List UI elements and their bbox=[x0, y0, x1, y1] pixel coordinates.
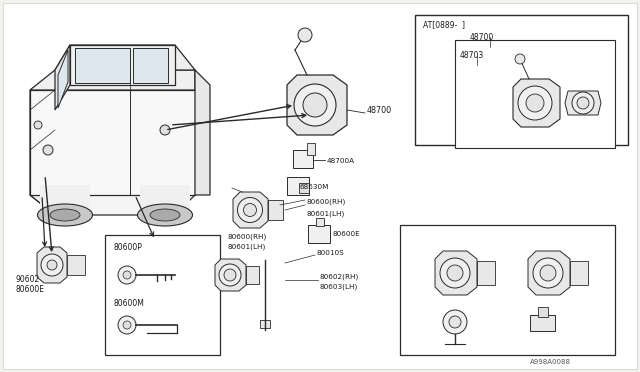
Circle shape bbox=[118, 266, 136, 284]
Polygon shape bbox=[30, 90, 55, 215]
Ellipse shape bbox=[577, 97, 589, 109]
Text: AT[0889-  ]: AT[0889- ] bbox=[423, 20, 465, 29]
Text: 80602(RH): 80602(RH) bbox=[320, 274, 359, 280]
Bar bbox=[293, 150, 313, 168]
Polygon shape bbox=[528, 251, 570, 295]
Polygon shape bbox=[140, 185, 190, 215]
Circle shape bbox=[160, 125, 170, 135]
Bar bbox=[246, 266, 259, 284]
Text: 80010S: 80010S bbox=[317, 250, 345, 256]
Ellipse shape bbox=[47, 260, 57, 270]
Bar bbox=[400, 225, 615, 355]
Ellipse shape bbox=[243, 203, 257, 217]
Text: 80600P: 80600P bbox=[113, 243, 142, 251]
Polygon shape bbox=[565, 91, 601, 115]
Polygon shape bbox=[75, 48, 130, 83]
Polygon shape bbox=[58, 50, 68, 108]
Ellipse shape bbox=[518, 86, 552, 120]
Circle shape bbox=[43, 145, 53, 155]
Text: 80600E: 80600E bbox=[15, 285, 44, 295]
Polygon shape bbox=[55, 45, 195, 70]
Polygon shape bbox=[195, 70, 210, 195]
Text: 80601(LH): 80601(LH) bbox=[307, 211, 345, 217]
Polygon shape bbox=[133, 48, 168, 83]
Ellipse shape bbox=[219, 264, 241, 286]
Polygon shape bbox=[513, 79, 560, 127]
Text: 48703: 48703 bbox=[460, 51, 484, 60]
Text: 80600(RH): 80600(RH) bbox=[228, 234, 268, 240]
Text: 48700: 48700 bbox=[367, 106, 392, 115]
Bar bbox=[299, 183, 309, 193]
Polygon shape bbox=[435, 251, 477, 295]
Text: 80600E: 80600E bbox=[333, 231, 361, 237]
Ellipse shape bbox=[237, 198, 262, 222]
Ellipse shape bbox=[294, 84, 336, 126]
Circle shape bbox=[515, 54, 525, 64]
Ellipse shape bbox=[224, 269, 236, 281]
Polygon shape bbox=[37, 247, 67, 283]
Polygon shape bbox=[30, 195, 195, 215]
Polygon shape bbox=[215, 259, 246, 291]
Text: 48700: 48700 bbox=[470, 32, 494, 42]
Bar bbox=[316, 218, 324, 226]
Polygon shape bbox=[40, 185, 90, 215]
Polygon shape bbox=[287, 75, 347, 135]
Ellipse shape bbox=[41, 254, 63, 276]
Circle shape bbox=[298, 28, 312, 42]
Bar bbox=[455, 40, 615, 148]
Circle shape bbox=[118, 316, 136, 334]
Circle shape bbox=[123, 321, 131, 329]
Circle shape bbox=[123, 271, 131, 279]
Ellipse shape bbox=[526, 94, 544, 112]
Polygon shape bbox=[70, 45, 175, 85]
Circle shape bbox=[449, 316, 461, 328]
Bar bbox=[105, 235, 220, 355]
Bar bbox=[307, 143, 315, 155]
Ellipse shape bbox=[447, 265, 463, 281]
Polygon shape bbox=[233, 192, 268, 228]
Text: 80601(LH): 80601(LH) bbox=[228, 244, 266, 250]
Text: 68630M: 68630M bbox=[300, 184, 330, 190]
Text: 48700A: 48700A bbox=[327, 158, 355, 164]
Ellipse shape bbox=[150, 209, 180, 221]
Bar bbox=[67, 255, 85, 275]
Text: 80600M: 80600M bbox=[113, 298, 144, 308]
Bar bbox=[570, 261, 588, 285]
Ellipse shape bbox=[540, 265, 556, 281]
Polygon shape bbox=[30, 90, 195, 195]
Text: 80600(RH): 80600(RH) bbox=[307, 199, 346, 205]
Bar bbox=[530, 315, 555, 331]
Bar bbox=[287, 177, 309, 195]
Ellipse shape bbox=[38, 204, 93, 226]
Text: 80603(LH): 80603(LH) bbox=[320, 284, 358, 290]
Bar bbox=[308, 225, 330, 243]
Ellipse shape bbox=[533, 258, 563, 288]
Bar bbox=[477, 261, 495, 285]
Ellipse shape bbox=[572, 92, 594, 114]
Polygon shape bbox=[30, 70, 195, 90]
Circle shape bbox=[443, 310, 467, 334]
Ellipse shape bbox=[138, 204, 193, 226]
Bar bbox=[268, 200, 283, 220]
Text: 90602: 90602 bbox=[15, 276, 39, 285]
Polygon shape bbox=[55, 45, 70, 110]
Bar bbox=[538, 307, 548, 317]
Text: A998A0088: A998A0088 bbox=[530, 359, 571, 365]
Ellipse shape bbox=[303, 93, 327, 117]
Ellipse shape bbox=[440, 258, 470, 288]
Circle shape bbox=[34, 121, 42, 129]
Bar bbox=[260, 320, 270, 328]
Ellipse shape bbox=[50, 209, 80, 221]
Bar bbox=[415, 15, 628, 145]
